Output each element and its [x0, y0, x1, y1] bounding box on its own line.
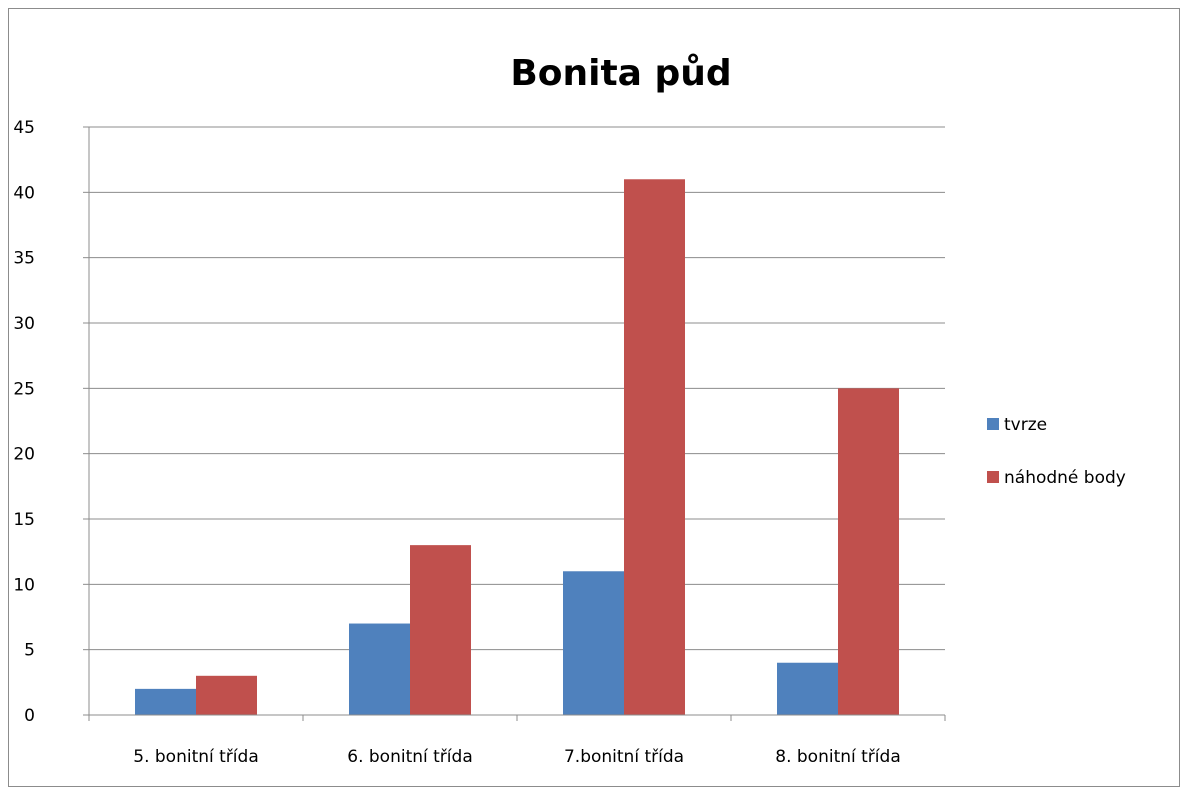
bar-tvrze — [777, 662, 838, 715]
bar-chart: Bonita půd 0 5 10 15 20 25 30 35 40 45 5. bonitní … — [13, 53, 1126, 767]
y-tick-label: 45 — [13, 118, 35, 138]
bar-nahodne-body — [196, 675, 257, 715]
bar-tvrze — [349, 623, 410, 715]
y-tick-label: 25 — [13, 379, 35, 399]
y-tick-label: 30 — [13, 314, 35, 334]
gridlines — [89, 126, 945, 651]
x-category-label: 8. bonitní třída — [775, 747, 900, 767]
y-tick-label: 10 — [13, 575, 35, 595]
legend-label: tvrze — [1004, 415, 1047, 435]
legend-swatch — [987, 418, 999, 430]
y-tick-label: 0 — [24, 706, 35, 726]
chart-title: Bonita půd — [510, 53, 731, 94]
bar-nahodne-body — [410, 545, 471, 715]
bar-nahodne-body — [838, 388, 899, 715]
bar-tvrze — [135, 688, 196, 715]
legend-swatch — [987, 471, 999, 483]
legend-label: náhodné body — [1004, 468, 1126, 488]
bars — [135, 179, 899, 715]
legend: tvrze náhodné body — [987, 415, 1126, 488]
y-tick-label: 35 — [13, 249, 35, 269]
bar-tvrze — [563, 571, 624, 715]
bar-nahodne-body — [624, 179, 685, 715]
y-tick-label: 40 — [13, 183, 35, 203]
axes: 0 5 10 15 20 25 30 35 40 45 5. bonitní třída 6. bon… — [13, 118, 946, 767]
chart-frame: Bonita půd 0 5 10 15 20 25 30 35 40 45 5. bonitní … — [8, 8, 1180, 787]
x-category-label: 7.bonitní třída — [564, 747, 684, 767]
x-category-label: 5. bonitní třída — [133, 747, 258, 767]
y-tick-label: 20 — [13, 445, 35, 465]
y-tick-label: 5 — [24, 641, 35, 661]
y-tick-label: 15 — [13, 510, 35, 530]
x-category-label: 6. bonitní třída — [347, 747, 472, 767]
